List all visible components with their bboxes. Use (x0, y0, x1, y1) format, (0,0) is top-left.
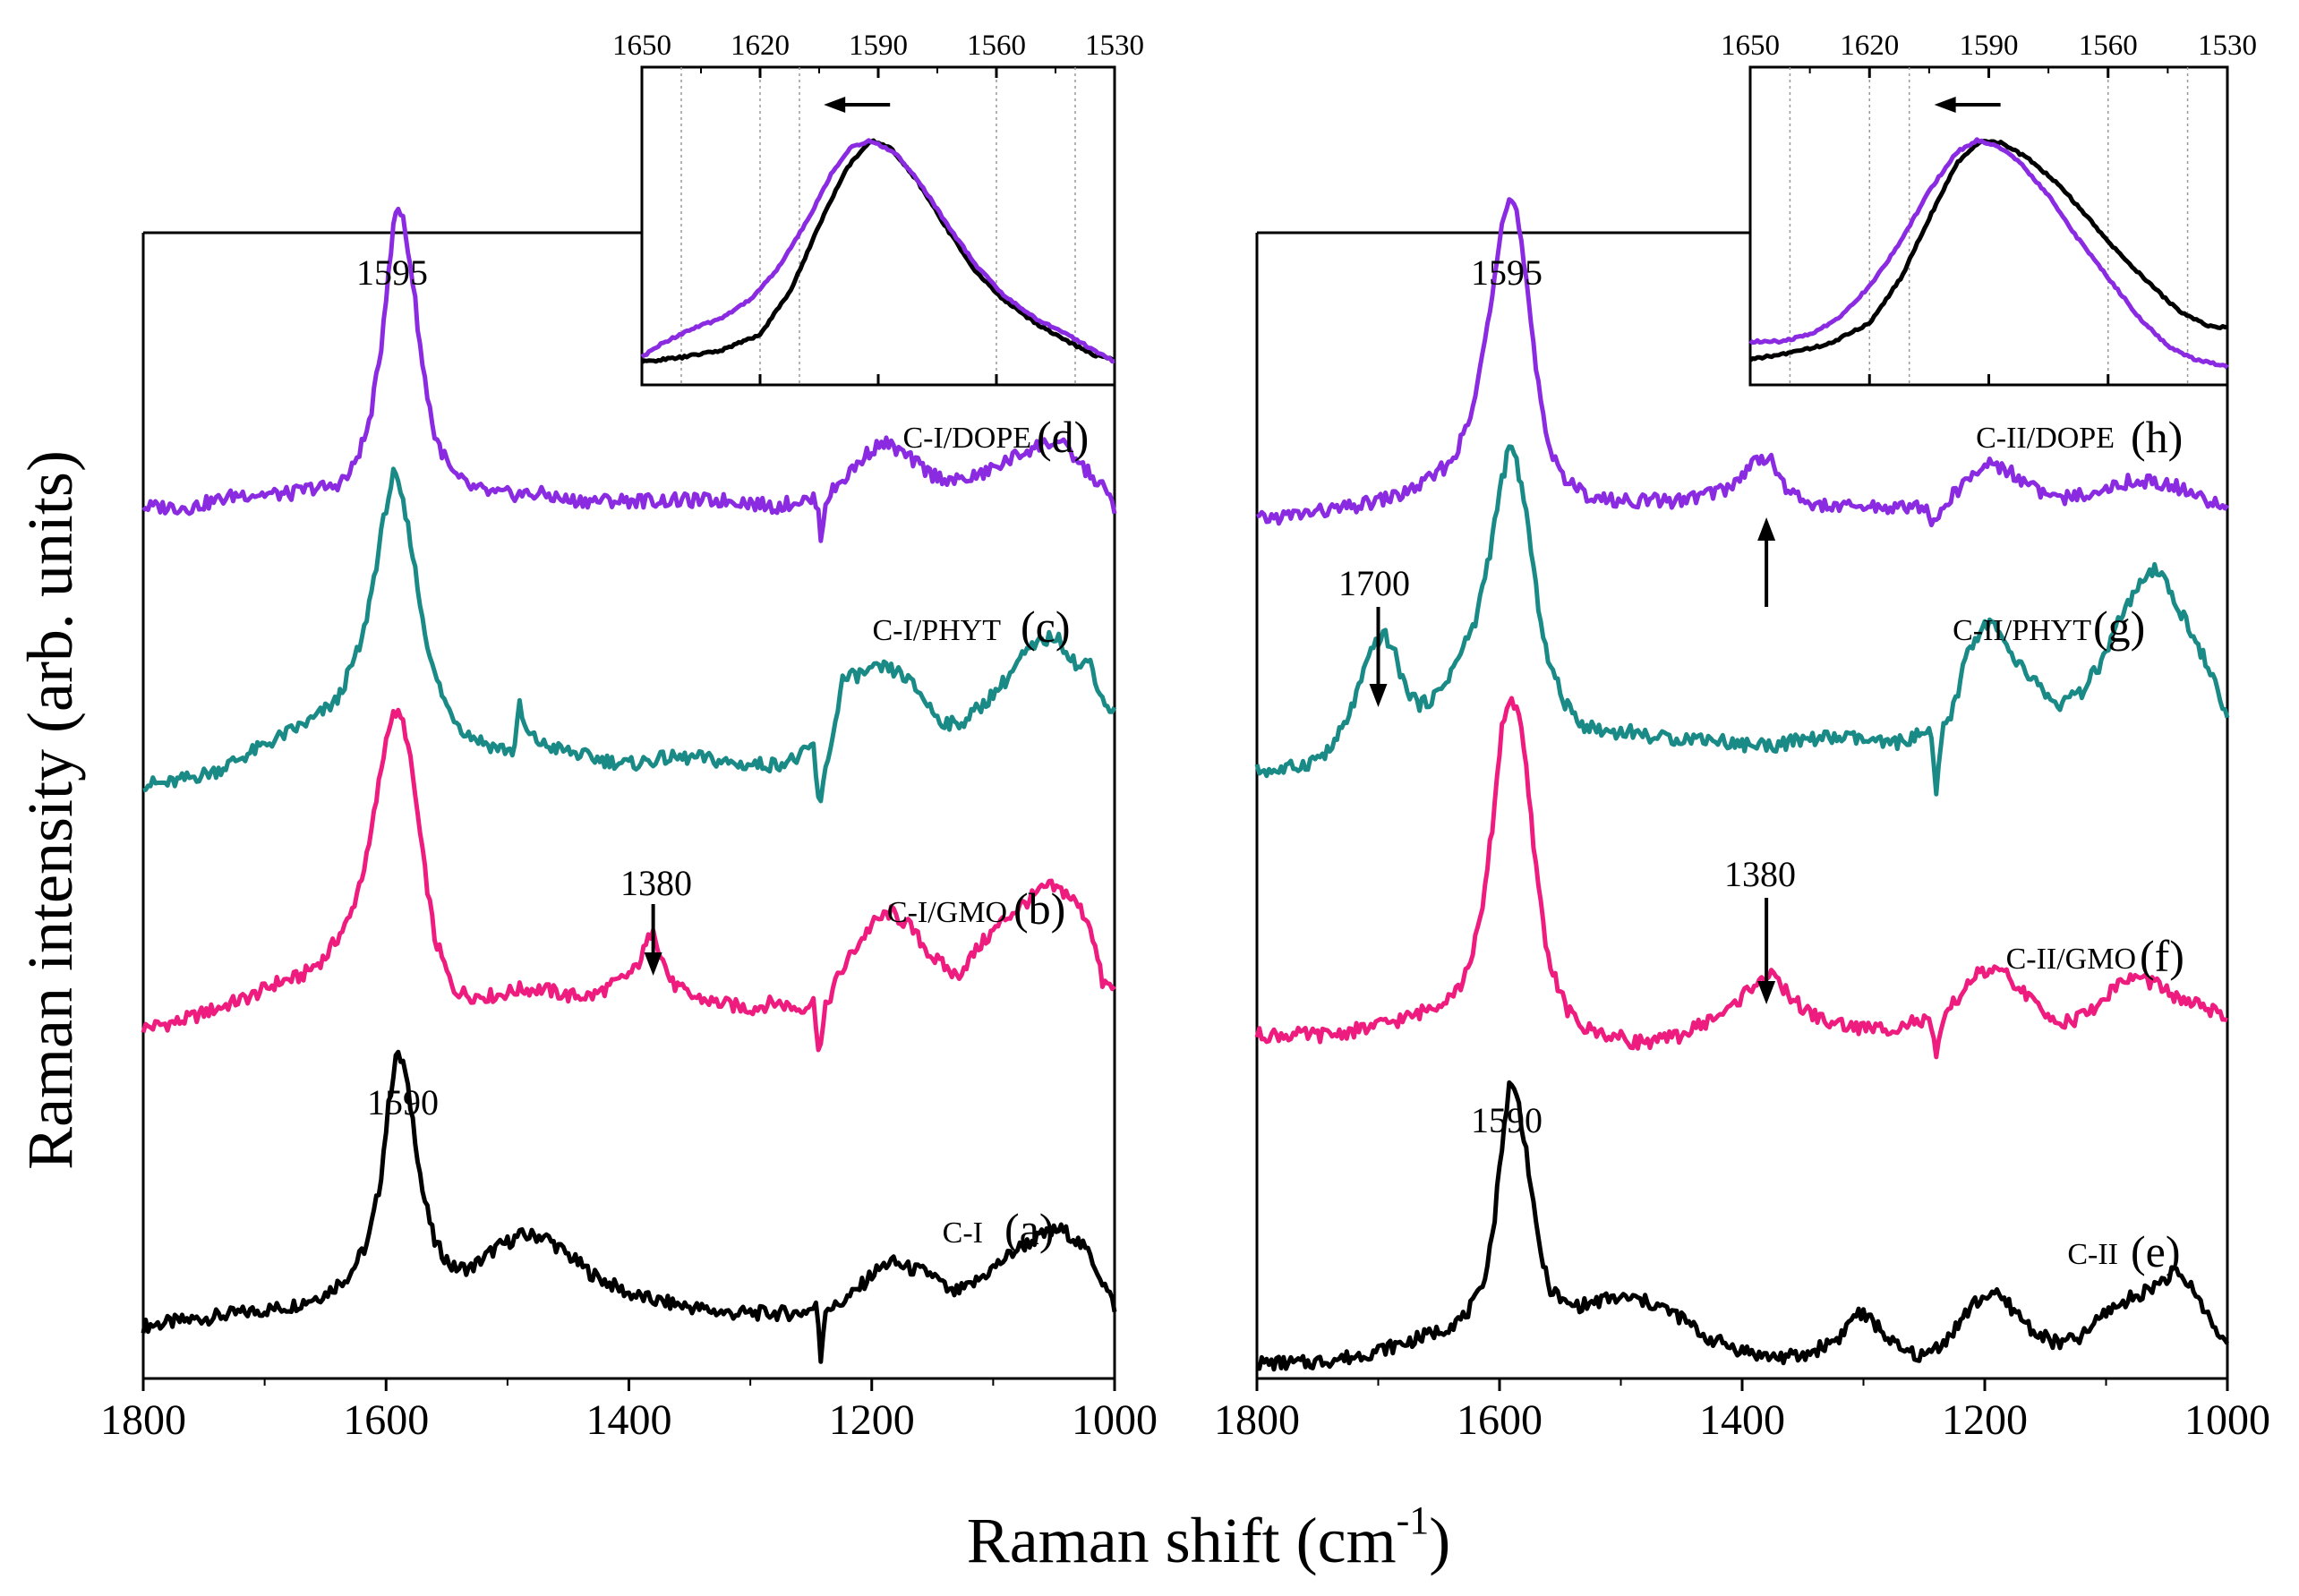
x-axis-title-main: Raman shift (cm (967, 1505, 1397, 1576)
x-tick-label: 1000 (2184, 1396, 2270, 1444)
trace-letter-h: (h) (2131, 412, 2183, 462)
trace-name-d: C-I/DOPE (902, 422, 1031, 455)
series-line-d (141, 206, 1117, 543)
inset-x-tick-label: 1590 (849, 30, 908, 62)
trace-letter-b: (b) (1013, 883, 1065, 934)
x-tick-label: 1400 (1699, 1396, 1785, 1444)
x-tick-label: 1400 (586, 1396, 672, 1444)
trace-letter-g: (g) (2093, 602, 2145, 652)
series-line-g (1254, 444, 2230, 797)
peak-label-1590-left: 1590 (367, 1082, 439, 1122)
inset-shift-arrow-head (824, 97, 846, 113)
x-axis-title-superscript: -1 (1397, 1498, 1430, 1542)
x-tick-label: 1200 (1942, 1396, 2028, 1444)
y-axis-title: Raman intensity (arb. units) (14, 450, 86, 1170)
series-line-f (1254, 696, 2228, 1060)
inset-frame (1748, 65, 2229, 387)
x-tick-label: 1800 (100, 1396, 186, 1444)
trace-name-a: C-I (943, 1216, 983, 1250)
series-line-b (141, 707, 1116, 1053)
series-line-e (1256, 1080, 2230, 1372)
trace-name-e: C-II (2067, 1238, 2118, 1271)
inset-x-tick-label: 1530 (2198, 30, 2257, 62)
trace-letter-a: (a) (1004, 1204, 1055, 1254)
peak-label-1595-right: 1595 (1471, 252, 1543, 293)
series-line-c (142, 466, 1117, 804)
x-tick-label: 1000 (1072, 1396, 1158, 1444)
trace-name-b: C-I/GMO (887, 896, 1007, 929)
inset: 1650 1620 1590 1560 1530 (612, 30, 1144, 387)
trace-letter-f: (f) (2140, 931, 2184, 981)
trace-name-f: C-II/GMO (2006, 943, 2136, 976)
inset-x-tick-label: 1650 (1721, 30, 1780, 62)
peak-label-1700-right: 1700 (1338, 563, 1410, 603)
inset-x-tick-label: 1650 (612, 30, 671, 62)
annotation-arrow-f-0-head (1757, 981, 1776, 1004)
annotation-arrow-h-2-head (1757, 517, 1776, 541)
series-line-a (141, 1049, 1117, 1364)
x-tick-label: 1200 (829, 1396, 915, 1444)
peak-label-1380-left: 1380 (620, 863, 692, 903)
peak-label-1595-left: 1595 (356, 252, 428, 293)
annotation-arrow-g-1-head (1369, 684, 1388, 707)
left-panel: 1800 1600 1400 1200 1000 1650 1620 1590 1560 1530 (100, 30, 1158, 1444)
inset-series-line-1 (1748, 137, 2229, 370)
trace-name-g: C-II/PHYT (1953, 614, 2091, 647)
inset-x-tick-label: 1620 (1840, 30, 1899, 62)
inset-x-tick-label: 1560 (967, 30, 1026, 62)
x-tick-label: 1600 (1457, 1396, 1543, 1444)
trace-name-h: C-II/DOPE (1976, 422, 2115, 455)
peak-label-1590-right: 1590 (1471, 1100, 1543, 1140)
inset-x-tick-label: 1530 (1085, 30, 1144, 62)
x-axis-title: Raman shift (cm-1) (967, 1498, 1451, 1576)
inset-frame (640, 65, 1116, 387)
x-axis-title-end: ) (1429, 1505, 1450, 1576)
inset-x-tick-label: 1560 (2079, 30, 2138, 62)
inset-x-tick-label: 1620 (731, 30, 790, 62)
x-tick-label: 1800 (1214, 1396, 1300, 1444)
trace-letter-e: (e) (2131, 1226, 2181, 1276)
series-line-h (1256, 197, 2230, 528)
peak-label-1380-right: 1380 (1724, 854, 1796, 894)
inset: 1650 1620 1590 1560 1530 (1721, 30, 2257, 387)
x-tick-label: 1600 (343, 1396, 429, 1444)
inset-shift-arrow-head (1934, 97, 1956, 113)
annotation-arrow-b-0-head (644, 952, 662, 976)
inset-x-tick-label: 1590 (1960, 30, 2019, 62)
right-panel: 1800 1600 1400 1200 1000 1650 1620 1590 1560 1530 (1214, 30, 2270, 1444)
trace-letter-d: (d) (1037, 412, 1089, 462)
trace-letter-c: (c) (1021, 602, 1071, 652)
trace-name-c: C-I/PHYT (872, 614, 1001, 647)
inset-series-line-1 (640, 138, 1115, 364)
